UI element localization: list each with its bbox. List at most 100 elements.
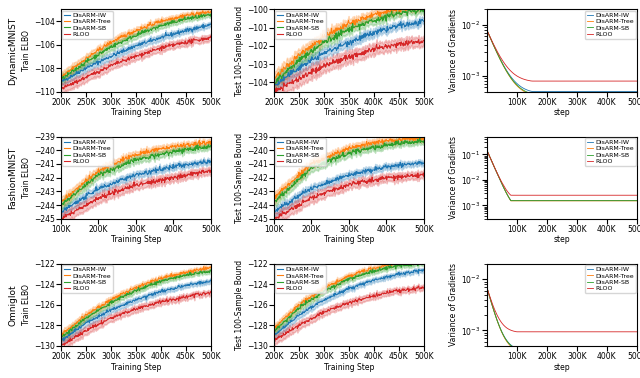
DisARM-SB: [584, 198, 591, 203]
RLOO: [362, 50, 370, 55]
DisARM-Tree: [509, 198, 517, 203]
DisARM-SB: [58, 335, 65, 339]
RLOO: [596, 193, 604, 197]
DisARM-Tree: [270, 196, 278, 201]
DisARM-SB: [184, 272, 191, 276]
DisARM-SB: [146, 282, 154, 287]
Line: DisARM-IW: DisARM-IW: [274, 19, 424, 86]
DisARM-IW: [57, 340, 65, 345]
RLOO: [58, 216, 65, 221]
RLOO: [397, 290, 404, 295]
DisARM-IW: [359, 280, 367, 285]
DisARM-SB: [270, 77, 278, 82]
DisARM-Tree: [58, 199, 65, 204]
RLOO: [193, 292, 201, 296]
Line: DisARM-SB: DisARM-SB: [274, 137, 424, 204]
DisARM-IW: [271, 84, 278, 88]
Line: RLOO: RLOO: [487, 30, 637, 81]
RLOO: [149, 303, 157, 308]
RLOO: [193, 170, 201, 175]
DisARM-Tree: [483, 148, 491, 152]
DisARM-Tree: [596, 93, 604, 97]
DisARM-IW: [416, 159, 424, 164]
DisARM-IW: [147, 39, 154, 43]
RLOO: [522, 77, 529, 82]
RLOO: [397, 43, 404, 48]
Line: DisARM-IW: DisARM-IW: [274, 270, 424, 336]
DisARM-IW: [184, 282, 191, 287]
DisARM-Tree: [509, 79, 517, 84]
DisARM-IW: [509, 345, 517, 349]
DisARM-Tree: [58, 333, 66, 338]
DisARM-Tree: [572, 93, 579, 97]
DisARM-SB: [58, 78, 65, 82]
RLOO: [207, 289, 214, 294]
DisARM-IW: [271, 333, 278, 337]
DisARM-Tree: [583, 198, 591, 203]
DisARM-Tree: [596, 348, 604, 352]
RLOO: [584, 330, 591, 334]
DisARM-IW: [362, 167, 369, 171]
Legend: DisARM-IW, DisARM-Tree, DisARM-SB, RLOO: DisARM-IW, DisARM-Tree, DisARM-SB, RLOO: [585, 11, 636, 39]
DisARM-SB: [551, 347, 559, 351]
DisARM-IW: [359, 168, 367, 172]
DisARM-Tree: [147, 20, 154, 25]
RLOO: [483, 28, 491, 32]
RLOO: [147, 302, 154, 306]
DisARM-SB: [596, 198, 604, 203]
DisARM-SB: [359, 272, 367, 277]
DisARM-IW: [149, 38, 157, 43]
DisARM-SB: [184, 15, 191, 20]
Line: RLOO: RLOO: [61, 170, 211, 220]
DisARM-IW: [509, 77, 517, 82]
RLOO: [583, 193, 591, 197]
DisARM-Tree: [483, 285, 491, 290]
DisARM-Tree: [207, 139, 214, 144]
X-axis label: Training Step: Training Step: [324, 108, 374, 117]
DisARM-SB: [146, 154, 154, 159]
DisARM-Tree: [360, 17, 367, 22]
DisARM-Tree: [57, 76, 65, 81]
RLOO: [193, 38, 201, 42]
X-axis label: Training Step: Training Step: [324, 363, 374, 372]
DisARM-IW: [633, 198, 640, 203]
DisARM-IW: [193, 25, 201, 29]
DisARM-Tree: [362, 141, 370, 146]
DisARM-IW: [270, 334, 278, 338]
RLOO: [415, 37, 422, 42]
DisARM-IW: [207, 278, 214, 283]
Line: DisARM-IW: DisARM-IW: [61, 160, 211, 213]
Line: DisARM-Tree: DisARM-Tree: [61, 267, 211, 336]
DisARM-Tree: [509, 346, 517, 350]
DisARM-IW: [360, 32, 367, 37]
X-axis label: Training Step: Training Step: [111, 235, 161, 244]
DisARM-Tree: [195, 138, 203, 143]
DisARM-SB: [396, 141, 404, 146]
DisARM-IW: [584, 346, 591, 351]
DisARM-IW: [483, 28, 491, 32]
Line: DisARM-SB: DisARM-SB: [274, 8, 424, 83]
DisARM-Tree: [58, 333, 65, 337]
RLOO: [483, 285, 491, 290]
DisARM-Tree: [149, 278, 157, 283]
DisARM-SB: [270, 329, 278, 334]
Y-axis label: Variance of Gradients: Variance of Gradients: [449, 136, 458, 219]
DisARM-SB: [633, 91, 640, 96]
RLOO: [362, 296, 370, 300]
DisARM-Tree: [147, 150, 154, 154]
RLOO: [271, 216, 278, 221]
DisARM-IW: [58, 209, 65, 214]
DisARM-SB: [359, 147, 367, 152]
DisARM-IW: [200, 158, 207, 162]
RLOO: [419, 171, 427, 175]
DisARM-SB: [420, 262, 428, 266]
DisARM-Tree: [359, 15, 367, 20]
DisARM-Tree: [193, 10, 200, 14]
DisARM-Tree: [271, 194, 278, 198]
DisARM-IW: [193, 160, 201, 165]
DisARM-IW: [572, 89, 579, 94]
Y-axis label: Train ELBO: Train ELBO: [22, 157, 31, 198]
DisARM-SB: [270, 201, 278, 206]
DisARM-IW: [633, 89, 640, 94]
RLOO: [362, 180, 370, 184]
